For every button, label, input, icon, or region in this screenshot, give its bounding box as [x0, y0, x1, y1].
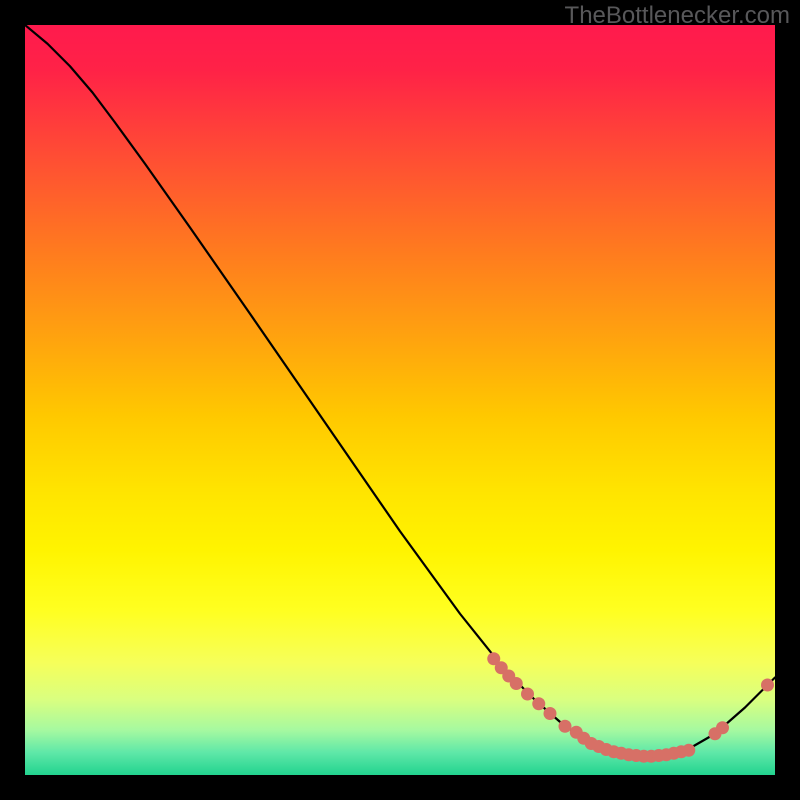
data-marker [510, 677, 523, 690]
chart-background [25, 25, 775, 775]
data-marker [716, 721, 729, 734]
source-watermark: TheBottlenecker.com [565, 2, 790, 30]
data-marker [544, 707, 557, 720]
data-marker [559, 720, 572, 733]
data-marker [682, 744, 695, 757]
data-marker [761, 679, 774, 692]
chart-frame: TheBottlenecker.com [0, 0, 800, 800]
data-marker [521, 688, 534, 701]
data-marker [532, 697, 545, 710]
bottleneck-curve-chart [25, 25, 775, 775]
